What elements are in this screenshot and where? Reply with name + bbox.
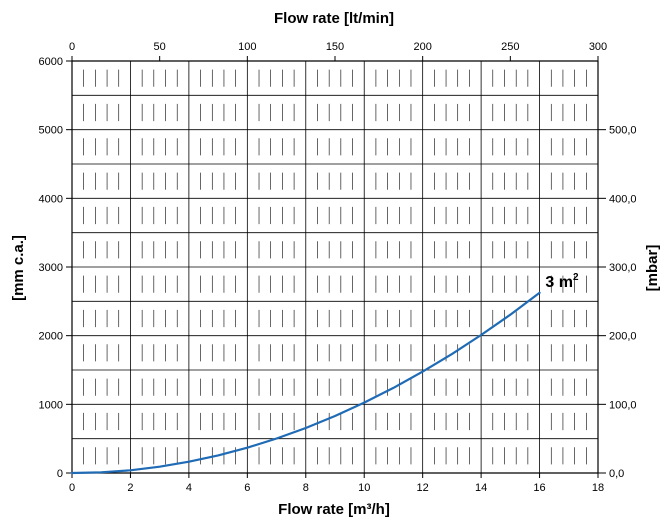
labels-layer: 0 2 4 6 8 10 12 14 16 180 50 100 150 200 250 3000100020… xyxy=(39,41,637,494)
x-tick-label: 18 xyxy=(592,482,604,494)
x-tick-label: 10 xyxy=(358,482,370,494)
y-right-tick-label: 500,0 xyxy=(609,125,637,137)
y-tick-label: 2000 xyxy=(39,331,63,343)
axes xyxy=(66,56,606,478)
y-axis-title-right: [mbar] xyxy=(644,245,661,292)
series-label-superscript: 2 xyxy=(573,272,579,283)
series-line xyxy=(70,291,541,475)
x-tick-label: 6 xyxy=(244,482,250,494)
x-top-tick-label: 300 xyxy=(589,41,607,53)
y-tick-label: 6000 xyxy=(39,56,63,68)
x-tick-label: 4 xyxy=(186,482,192,494)
x-tick-label: 2 xyxy=(127,482,133,494)
x-tick-label: 14 xyxy=(475,482,487,494)
x-tick-label: 12 xyxy=(417,482,429,494)
y-right-tick-label: 100,0 xyxy=(609,399,637,411)
y-right-tick-label: 200,0 xyxy=(609,331,637,343)
x-top-tick-label: 0 xyxy=(69,41,75,53)
y-tick-label: 0 xyxy=(57,468,63,480)
series-label: 3 m2 xyxy=(545,272,579,291)
y-right-tick-label: 300,0 xyxy=(609,262,637,274)
y-right-tick-label: 400,0 xyxy=(609,193,637,205)
y-tick-label: 5000 xyxy=(39,125,63,137)
y-tick-label: 3000 xyxy=(39,262,63,274)
x-top-tick-label: 200 xyxy=(413,41,431,53)
y-right-tick-label: 0,0 xyxy=(609,468,624,480)
series-layer xyxy=(70,291,541,475)
series-label-text: 3 m xyxy=(545,274,573,291)
x-tick-label: 16 xyxy=(533,482,545,494)
x-tick-label: 0 xyxy=(69,482,75,494)
y-axis-title-left: [mm c.a.] xyxy=(10,235,27,301)
x-top-tick-label: 250 xyxy=(501,41,519,53)
x-tick-label: 8 xyxy=(303,482,309,494)
x-axis-title-bottom: Flow rate [m³/h] xyxy=(278,501,390,518)
x-axis-title-top: Flow rate [lt/min] xyxy=(274,10,394,27)
y-tick-label: 4000 xyxy=(39,193,63,205)
y-tick-label: 1000 xyxy=(39,399,63,411)
x-top-tick-label: 50 xyxy=(154,41,166,53)
x-top-tick-label: 100 xyxy=(238,41,256,53)
x-top-tick-label: 150 xyxy=(326,41,344,53)
grid xyxy=(71,60,599,474)
